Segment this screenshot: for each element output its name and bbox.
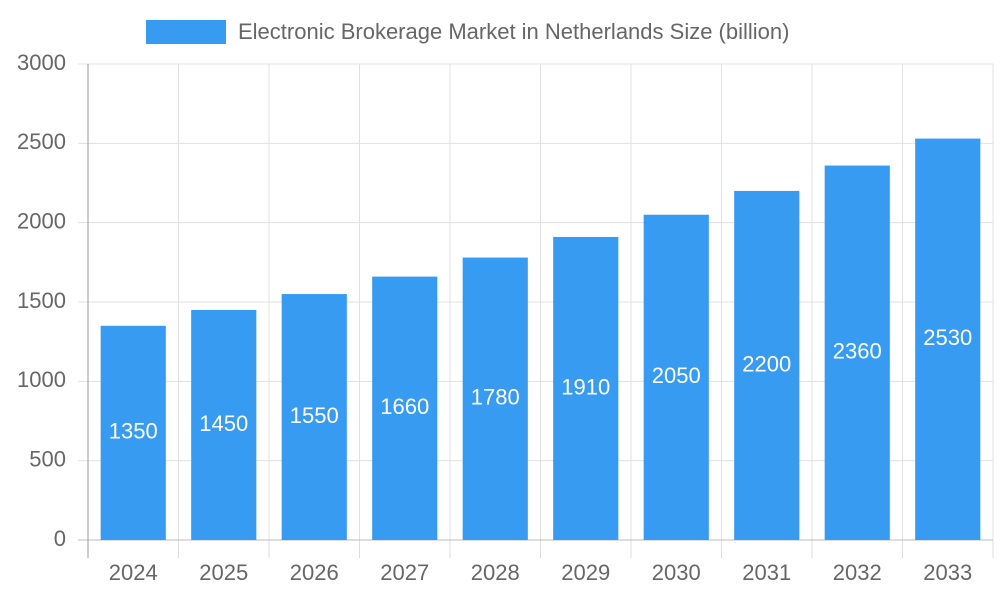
- data-label: 1660: [380, 394, 429, 419]
- data-label: 2360: [833, 339, 882, 364]
- y-tick-label: 1500: [17, 288, 66, 313]
- bar: [734, 190, 800, 540]
- x-tick-label: 2024: [109, 560, 158, 585]
- y-tick-label: 0: [54, 526, 66, 551]
- x-tick-label: 2030: [652, 560, 701, 585]
- data-label: 2530: [923, 325, 972, 350]
- y-tick-label: 2000: [17, 208, 66, 233]
- bar: [281, 294, 347, 540]
- bar: [372, 276, 438, 540]
- data-label: 1910: [561, 374, 610, 399]
- x-tick-label: 2031: [742, 560, 791, 585]
- data-label: 2050: [652, 363, 701, 388]
- bar: [191, 309, 257, 540]
- x-tick-label: 2026: [290, 560, 339, 585]
- x-tick-label: 2028: [471, 560, 520, 585]
- bar: [824, 165, 890, 540]
- y-tick-label: 1000: [17, 367, 66, 392]
- data-label: 1450: [199, 411, 248, 436]
- x-tick-label: 2033: [923, 560, 972, 585]
- data-label: 1780: [471, 385, 520, 410]
- data-label: 2200: [742, 351, 791, 376]
- x-tick-label: 2032: [833, 560, 882, 585]
- bar: [643, 214, 709, 540]
- data-label: 1350: [109, 419, 158, 444]
- legend-label: Electronic Brokerage Market in Netherlan…: [238, 19, 789, 44]
- x-tick-label: 2027: [380, 560, 429, 585]
- bar: [915, 138, 981, 540]
- x-tick-label: 2025: [199, 560, 248, 585]
- y-tick-label: 500: [29, 446, 66, 471]
- y-tick-label: 2500: [17, 129, 66, 154]
- x-tick-label: 2029: [561, 560, 610, 585]
- data-label: 1550: [290, 403, 339, 428]
- y-tick-label: 3000: [17, 50, 66, 75]
- legend-swatch: [146, 20, 226, 44]
- bar: [462, 257, 528, 540]
- bar: [553, 236, 619, 541]
- bar: [100, 325, 166, 540]
